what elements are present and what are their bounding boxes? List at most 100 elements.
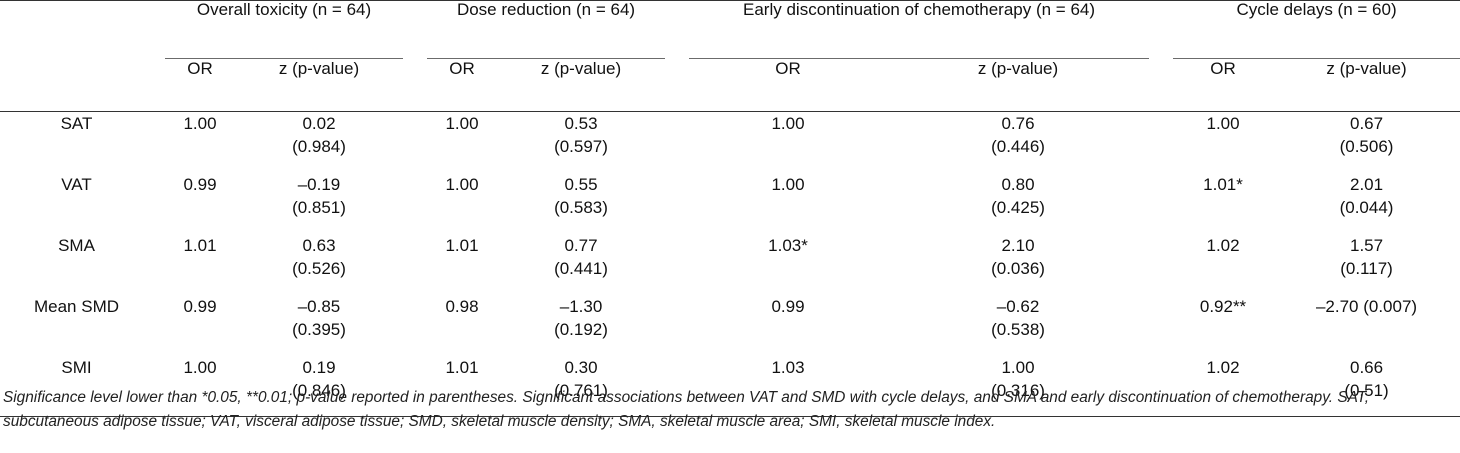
cell-odds-ratio: 1.01 <box>445 235 479 255</box>
cell-z-pvalue: 2.10 (0.036) <box>887 234 1149 295</box>
table-footnote: Significance level lower than *0.05, **0… <box>3 389 1369 430</box>
cell-odds-ratio: 1.00 <box>771 114 805 133</box>
p-value: (0.761) <box>554 380 608 400</box>
p-value: (0.583) <box>554 197 608 217</box>
z-value: 0.80 <box>1001 174 1035 194</box>
group-header-dose-reduction: Dose reduction (n = 64) <box>427 0 666 59</box>
z-value: 0.76 <box>1001 114 1035 133</box>
p-value: (0.044) <box>1339 197 1394 217</box>
row-label: VAT <box>61 174 92 194</box>
cell-z-pvalue: 0.66 (0.51) <box>1273 355 1460 417</box>
p-value: (0.538) <box>991 319 1045 339</box>
subheader-z-p: z (p-value) <box>887 58 1150 112</box>
p-value: (0.425) <box>991 197 1045 217</box>
cell-odds-ratio: 1.02 <box>1173 355 1274 417</box>
z-value: –0.62 <box>996 296 1040 316</box>
p-value: (0.441) <box>554 258 608 278</box>
cell-z-pvalue: 0.67 (0.506) <box>1273 112 1460 173</box>
p-value: (0.984) <box>292 137 346 156</box>
p-value: (0.446) <box>991 137 1045 156</box>
p-value: (0.316) <box>991 380 1045 400</box>
p-value: (0.51) <box>1344 380 1389 400</box>
z-value: 0.67 <box>1349 114 1384 133</box>
cell-odds-ratio: 0.92** <box>1199 296 1247 316</box>
cell-odds-ratio: 0.99 <box>183 174 217 194</box>
cell-z-pvalue: 0.76 (0.446) <box>887 112 1149 173</box>
cell-z-pvalue: –2.70 (0.007) <box>1273 295 1460 356</box>
row-label: Mean SMD <box>33 296 120 316</box>
cell-odds-ratio: 1.00 <box>165 355 235 417</box>
subheader-or: OR <box>427 58 497 112</box>
p-value: (0.036) <box>991 258 1045 278</box>
cell-odds-ratio: 1.00 <box>445 174 479 194</box>
z-value: 0.30 <box>564 357 598 377</box>
z-value: 0.02 <box>302 114 336 133</box>
cell-z-pvalue: 0.19 (0.846) <box>235 355 403 417</box>
group-header-early-discontinuation: Early discontinuation of chemotherapy (n… <box>689 0 1150 59</box>
cell-odds-ratio: 1.01 <box>427 355 497 417</box>
p-value: (0.846) <box>292 380 346 400</box>
z-value: 0.63 <box>302 235 336 255</box>
cell-odds-ratio: 1.00 <box>183 114 217 133</box>
subheader-z-p: z (p-value) <box>235 58 403 112</box>
cell-odds-ratio: 1.02 <box>1206 235 1240 255</box>
cell-z-pvalue: 0.30 (0.761) <box>497 355 666 417</box>
cell-z-pvalue: 2.01 (0.044) <box>1273 173 1460 234</box>
cell-z-pvalue: –1.30 (0.192) <box>497 295 665 356</box>
p-value: (0.395) <box>292 319 346 339</box>
cell-odds-ratio: 0.99 <box>771 296 805 316</box>
cell-z-pvalue: 0.55 (0.583) <box>497 173 665 234</box>
p-value: (0.851) <box>292 197 346 217</box>
cell-z-pvalue: 1.00 (0.316) <box>887 355 1150 417</box>
cell-odds-ratio: 0.99 <box>183 296 217 316</box>
group-header-cycle-delays: Cycle delays (n = 60) <box>1173 0 1460 59</box>
z-value: 0.77 <box>564 235 598 255</box>
p-value: (0.597) <box>554 137 608 156</box>
cell-z-pvalue: 0.77 (0.441) <box>497 234 665 295</box>
row-label: SMA <box>58 235 95 255</box>
cell-odds-ratio: 1.03 <box>689 355 888 417</box>
cell-odds-ratio: 1.00 <box>1206 114 1240 133</box>
table-row: VAT 0.99 –0.19 (0.851) 1.00 0.55 (0.583) 1.00 0.… <box>0 173 1460 234</box>
z-value: 0.66 <box>1349 357 1384 377</box>
cell-odds-ratio: 0.98 <box>445 296 479 316</box>
z-value: –0.19 <box>297 174 341 194</box>
cell-odds-ratio: 1.03* <box>768 235 808 255</box>
cell-z-pvalue: 0.80 (0.425) <box>887 173 1149 234</box>
p-value: (0.192) <box>554 319 608 339</box>
z-value: –1.30 <box>559 296 603 316</box>
z-value: 0.19 <box>302 357 336 377</box>
results-table: Overall toxicity (n = 64) Dose reduction… <box>0 0 1460 417</box>
z-value: 2.10 <box>1001 235 1035 255</box>
z-value: 1.57 <box>1349 235 1384 255</box>
z-value: 0.53 <box>564 114 598 133</box>
cell-z-pvalue: 0.02 (0.984) <box>235 112 403 173</box>
cell-z-pvalue: 1.57 (0.117) <box>1273 234 1460 295</box>
subheader-z-p: z (p-value) <box>497 58 666 112</box>
cell-z-pvalue: –0.62 (0.538) <box>887 295 1149 356</box>
table-body: SAT 1.00 0.02 (0.984) 1.00 0.53 (0.597) 1.00 0.7… <box>0 112 1460 417</box>
z-value: 2.01 <box>1349 174 1384 194</box>
table-row: SAT 1.00 0.02 (0.984) 1.00 0.53 (0.597) 1.00 0.7… <box>0 112 1460 173</box>
table-row: Mean SMD 0.99 –0.85 (0.395) 0.98 –1.30 (0.192)… <box>0 295 1460 356</box>
cell-z-pvalue: –0.85 (0.395) <box>235 295 403 356</box>
cell-z-pvalue: 0.53 (0.597) <box>497 112 665 173</box>
cell-odds-ratio: 1.01 <box>183 235 217 255</box>
subheader-or: OR <box>689 58 888 112</box>
row-label: SAT <box>60 114 93 133</box>
p-value: (0.506) <box>1339 137 1394 156</box>
z-value: 1.00 <box>1001 357 1035 377</box>
subheader-or: OR <box>1173 58 1274 112</box>
cell-odds-ratio: 1.00 <box>771 174 805 194</box>
z-value: 0.55 <box>564 174 598 194</box>
p-value: (0.526) <box>292 258 346 278</box>
z-value: –2.70 (0.007) <box>1315 296 1418 316</box>
row-label: SMI <box>0 355 153 417</box>
p-value: (0.117) <box>1340 258 1393 278</box>
cell-odds-ratio: 1.01* <box>1203 174 1243 194</box>
group-header-row: Overall toxicity (n = 64) Dose reduction… <box>0 0 1460 59</box>
cell-z-pvalue: 0.63 (0.526) <box>235 234 403 295</box>
group-header-overall-toxicity: Overall toxicity (n = 64) <box>165 0 403 59</box>
subheader-z-p: z (p-value) <box>1273 58 1460 112</box>
subheader-or: OR <box>165 58 235 112</box>
